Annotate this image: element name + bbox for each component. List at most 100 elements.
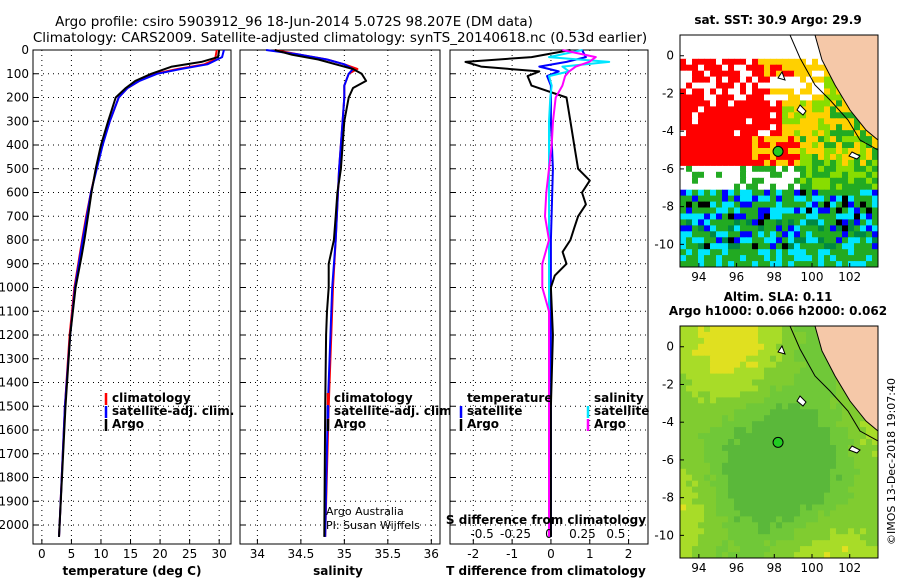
map-cell (686, 130, 693, 137)
map-cell (728, 76, 735, 84)
map-cell (716, 136, 723, 143)
sst-map: sat. SST: 30.9 Argo: 29.9 94 96 98 100 1020-… (654, 13, 879, 284)
map-cell (728, 337, 735, 345)
map-cell (848, 195, 855, 203)
map-cell (842, 480, 849, 488)
map-cell (752, 58, 759, 66)
map-cell (770, 52, 777, 60)
map-cell (770, 124, 777, 131)
map-cell (686, 486, 693, 494)
map-cell (692, 361, 699, 369)
map-cell (782, 70, 789, 78)
map-cell (782, 100, 789, 107)
map-cell (752, 504, 759, 511)
map-cell (698, 385, 705, 392)
map-cell (836, 450, 843, 458)
map-cell (764, 130, 771, 137)
map-cell (716, 534, 723, 541)
map-cell (794, 486, 801, 494)
map-cell (698, 231, 705, 238)
map-cell (806, 189, 813, 197)
map-cell (734, 159, 741, 167)
map-cell (728, 427, 735, 434)
map-cell (806, 213, 813, 220)
map-cell (800, 142, 807, 149)
map-cell (812, 462, 819, 470)
map-cell (698, 64, 705, 72)
map-cell (680, 112, 687, 119)
map-cell (698, 456, 705, 464)
map-cell (788, 231, 795, 238)
map-cell (752, 349, 759, 357)
map-cell (686, 112, 693, 119)
depth-tick-label: 900 (6, 257, 29, 271)
map-cell (764, 391, 771, 398)
map-cell (764, 159, 771, 167)
map-cell (728, 213, 735, 220)
map-cell (782, 231, 789, 238)
map-cell (728, 391, 735, 398)
map-cell (860, 201, 867, 209)
map-cell (854, 171, 861, 179)
map-cell (710, 421, 717, 428)
map-cell (680, 427, 687, 434)
map-cell (776, 52, 783, 60)
x-tick-label: -1 (506, 547, 518, 561)
map-cell (680, 361, 687, 369)
map-cell (740, 82, 747, 90)
legend-s-argo-label: Argo (594, 417, 626, 431)
map-cell (860, 261, 867, 267)
map-cell (704, 534, 711, 541)
map-cell (704, 231, 711, 238)
map-cell (698, 528, 705, 535)
map-cell (782, 136, 789, 143)
map-cell (824, 546, 831, 553)
map-cell (848, 207, 855, 214)
map-cell (740, 492, 747, 500)
map-cell (680, 367, 687, 375)
map-cell (728, 195, 735, 203)
map-cell (746, 183, 753, 191)
map-cell (680, 58, 687, 66)
map-cell (734, 219, 741, 226)
map-cell (812, 427, 819, 434)
map-cell (842, 183, 849, 191)
map-cell (770, 504, 777, 511)
map-cell (836, 439, 843, 446)
map-cell (692, 100, 699, 107)
map-cell (770, 427, 777, 434)
map-cell (836, 219, 843, 226)
map-cell (872, 154, 878, 161)
depth-tick-label: 1100 (0, 304, 29, 318)
map-cell (770, 154, 777, 161)
map-cell (782, 480, 789, 488)
map-cell (782, 433, 789, 440)
map-cell (806, 249, 813, 256)
map-cell (776, 480, 783, 488)
map-cell (830, 462, 837, 470)
legend-t-argo-label: Argo (467, 417, 499, 431)
map-cell (866, 165, 873, 173)
map-cell (722, 46, 729, 54)
map-cell (866, 154, 873, 161)
map-cell (692, 130, 699, 137)
map-cell (728, 331, 735, 339)
map-cell (812, 106, 819, 113)
map-cell (788, 421, 795, 428)
map-cell (692, 88, 699, 95)
map-cell (716, 349, 723, 357)
map-cell (758, 349, 765, 357)
map-cell (680, 70, 687, 78)
map-cell (698, 379, 705, 386)
depth-tick-label: 100 (6, 67, 29, 81)
map-cell (752, 456, 759, 464)
map-cell (776, 231, 783, 238)
map-cell (704, 118, 711, 125)
map-cell (692, 349, 699, 357)
map-cell (794, 171, 801, 179)
map-cell (692, 76, 699, 84)
map-cell (794, 46, 801, 54)
map-cell (722, 118, 729, 125)
map-cell (800, 498, 807, 505)
map-cell (680, 213, 687, 220)
